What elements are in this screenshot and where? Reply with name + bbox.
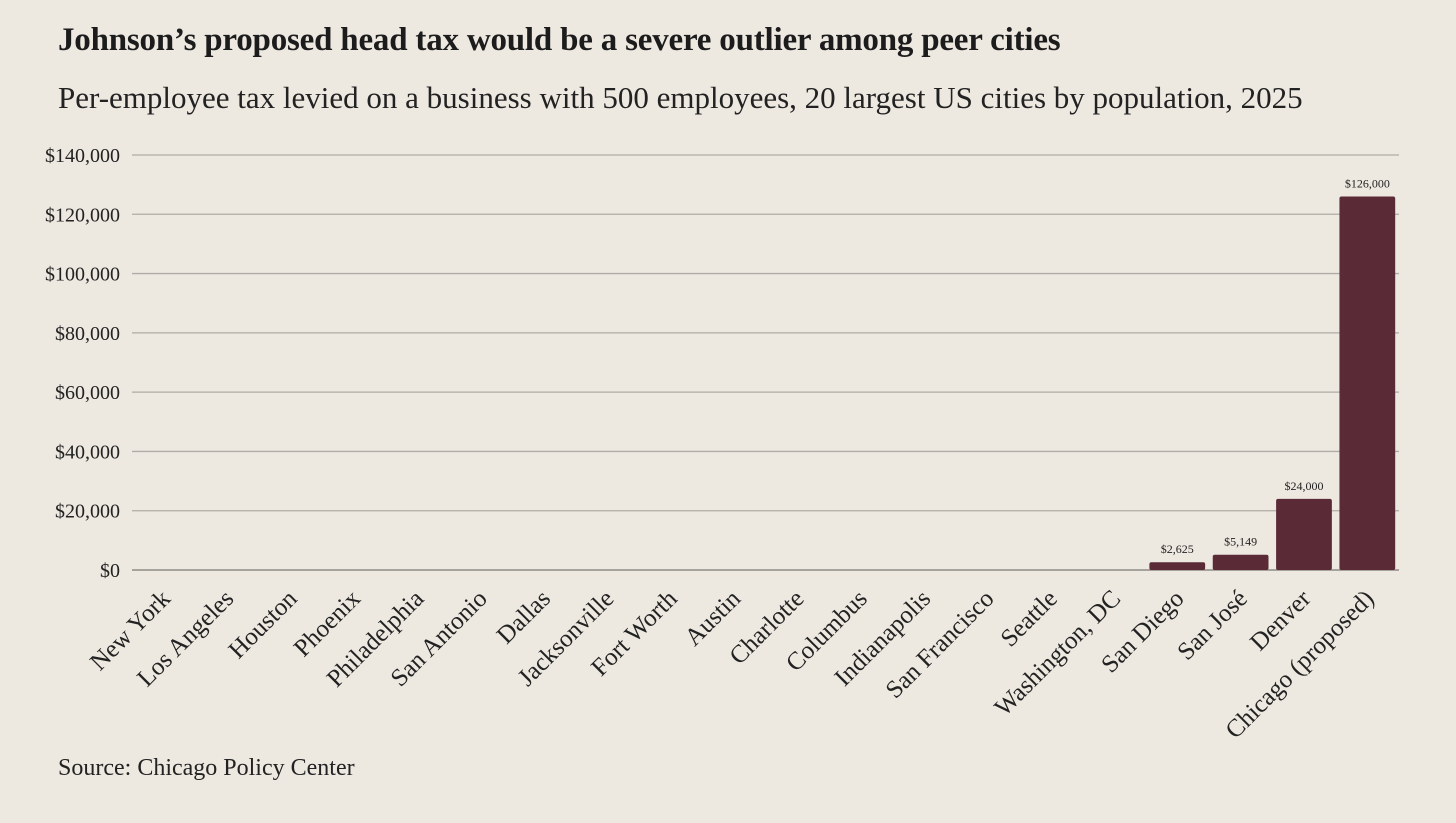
chart-source: Source: Chicago Policy Center <box>58 755 355 781</box>
y-tick-label: $40,000 <box>55 441 120 463</box>
chart-subtitle: Per-employee tax levied on a business wi… <box>58 80 1303 115</box>
y-tick-label: $80,000 <box>55 323 120 345</box>
bar-chicago-proposed- <box>1339 196 1396 570</box>
y-tick-label: $60,000 <box>55 382 120 404</box>
bar-san-diego <box>1149 562 1206 570</box>
data-label: $126,000 <box>1345 177 1390 191</box>
bar-denver <box>1276 498 1332 570</box>
y-tick-label: $120,000 <box>45 204 120 226</box>
y-tick-label: $140,000 <box>45 145 120 167</box>
x-tick-label: Houston <box>224 585 303 664</box>
y-tick-label: $20,000 <box>55 501 120 523</box>
y-tick-label: $100,000 <box>45 264 120 286</box>
data-label: $24,000 <box>1284 479 1323 493</box>
x-tick-label: San José <box>1172 585 1252 665</box>
y-tick-label: $0 <box>100 560 120 582</box>
data-label: $2,625 <box>1161 542 1194 556</box>
chart-title: Johnson’s proposed head tax would be a s… <box>58 22 1061 58</box>
bar-san-jos- <box>1212 554 1269 570</box>
data-label: $5,149 <box>1224 535 1257 549</box>
